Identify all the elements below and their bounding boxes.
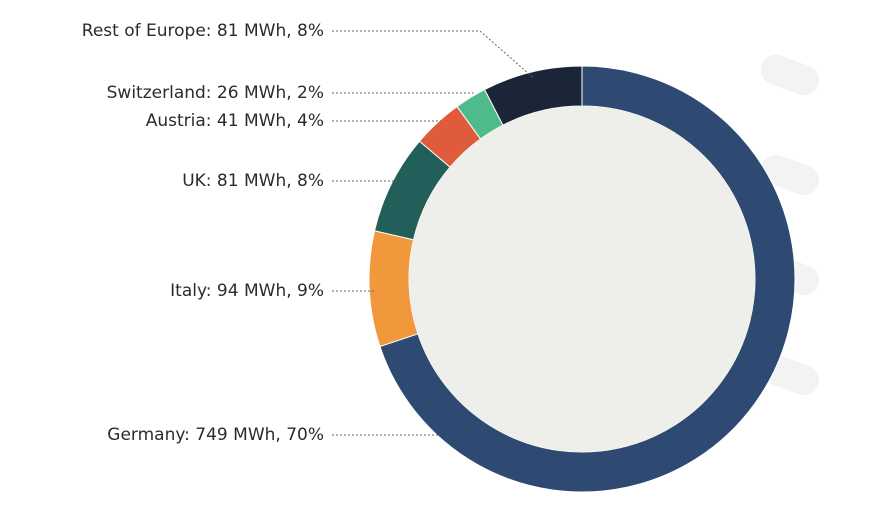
slice-label-italy: Italy: 94 MWh, 9% bbox=[170, 281, 324, 301]
slice-labels: Germany: 749 MWh, 70% Italy: 94 MWh, 9% UK… bbox=[82, 21, 324, 445]
slice-label-rest-of-europe: Rest of Europe: 81 MWh, 8% bbox=[82, 21, 324, 41]
slice-label-austria: Austria: 41 MWh, 4% bbox=[146, 111, 324, 131]
leader-line-rest-of-europe bbox=[332, 30, 534, 79]
slice-label-germany: Germany: 749 MWh, 70% bbox=[107, 425, 324, 445]
slice-label-uk: UK: 81 MWh, 8% bbox=[182, 171, 324, 191]
leader-lines bbox=[332, 30, 534, 436]
donut-slices bbox=[368, 65, 796, 493]
donut-hole bbox=[409, 106, 755, 452]
slice-label-switzerland: Switzerland: 26 MWh, 2% bbox=[107, 83, 324, 103]
